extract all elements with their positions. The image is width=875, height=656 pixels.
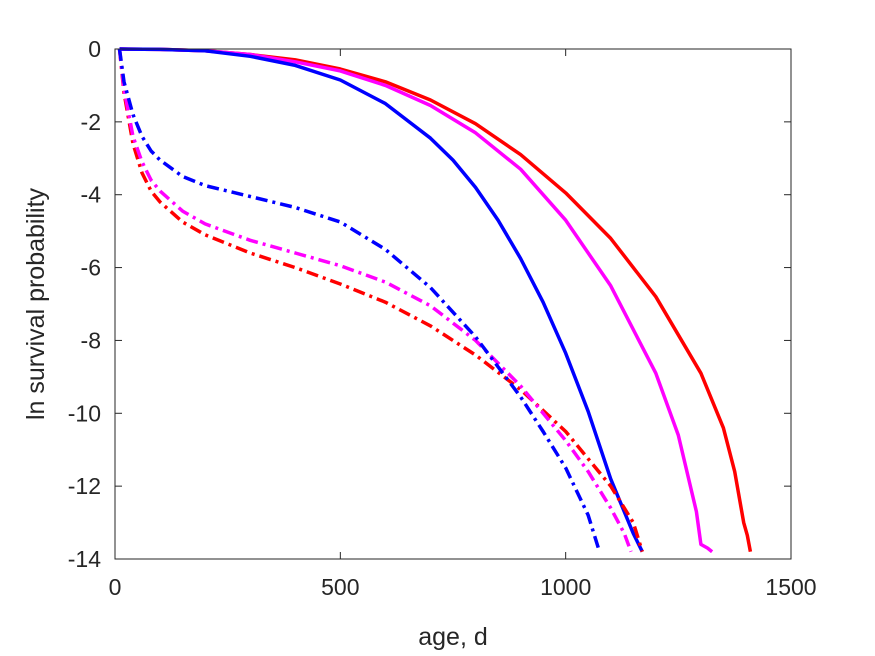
x-tick-label: 1500 <box>765 574 816 600</box>
y-tick-label: -6 <box>81 255 101 281</box>
y-tick-label: -12 <box>68 473 101 499</box>
series-line-6-dashdot <box>117 48 602 553</box>
x-tick-label: 0 <box>109 574 122 600</box>
y-tick-label: 0 <box>88 36 101 62</box>
plot-frame <box>114 48 792 560</box>
y-tick-label: -10 <box>68 400 101 426</box>
series-line-3-solid <box>119 47 644 553</box>
y-axis-label: ln survival probability <box>22 187 50 420</box>
tick-layer: 0 500 1000 1500 0 -2 -4 -6 -8 -10 -12 -14 <box>68 36 817 600</box>
series-layer <box>117 47 753 554</box>
y-tick-label: -8 <box>81 327 101 353</box>
plot-background <box>115 49 791 559</box>
y-tick-label: -14 <box>68 546 101 572</box>
series-line-5-dashdot <box>117 48 633 553</box>
series-line-4-dashdot <box>117 48 644 553</box>
x-tick-label: 500 <box>321 574 359 600</box>
y-tick-label: -2 <box>81 109 101 135</box>
x-axis-label: age, d <box>418 623 488 651</box>
x-tick-label: 1000 <box>540 574 591 600</box>
y-tick-label: -4 <box>81 182 102 208</box>
